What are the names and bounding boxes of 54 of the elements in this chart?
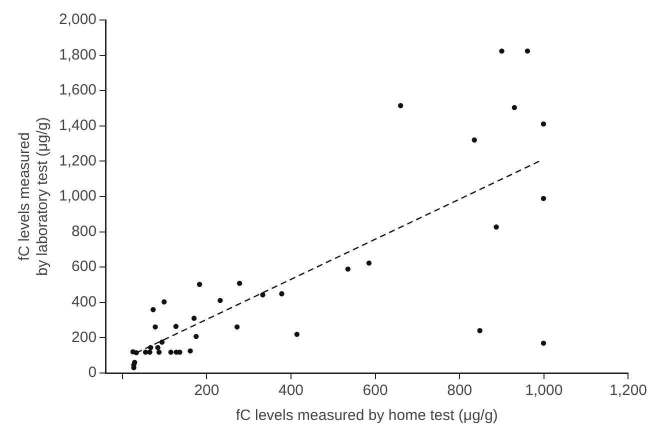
point <box>236 280 242 286</box>
point <box>134 350 139 356</box>
point <box>150 307 156 312</box>
point <box>218 298 223 304</box>
point <box>196 282 202 287</box>
y-tick-label: 200 <box>72 328 97 346</box>
point <box>148 344 154 350</box>
point <box>477 328 482 334</box>
point <box>398 103 404 108</box>
point <box>159 340 165 345</box>
point <box>162 299 167 304</box>
y-tick-label: 800 <box>72 222 97 240</box>
point <box>524 48 530 54</box>
point <box>188 348 193 354</box>
point <box>472 137 477 143</box>
y-axis-title: fC levels measured by laboratory test (μg/g) <box>16 117 52 276</box>
point <box>142 350 148 355</box>
point <box>512 104 518 110</box>
x-tick-label: 800 <box>447 382 472 400</box>
point <box>191 316 197 321</box>
y-tick-label: 0 <box>88 364 97 382</box>
point <box>194 334 199 340</box>
y-tick-label: 1,800 <box>58 46 97 64</box>
point <box>152 324 158 330</box>
point <box>260 292 266 298</box>
x-tick-label: 400 <box>278 382 304 400</box>
point <box>177 350 182 355</box>
x-tick-label: 600 <box>362 382 388 400</box>
point <box>234 324 240 330</box>
point <box>156 350 162 355</box>
point <box>168 350 174 355</box>
point <box>345 266 351 272</box>
point <box>540 340 546 346</box>
point <box>540 121 546 127</box>
point <box>540 196 546 202</box>
x-tick-label: 1,000 <box>525 382 563 400</box>
y-tick-label: 1,000 <box>58 188 97 205</box>
y-tick-label: 2,000 <box>58 11 97 28</box>
y-tick-label: 600 <box>72 258 97 276</box>
point <box>494 224 499 230</box>
y-tick-label: 400 <box>72 294 97 311</box>
point <box>147 350 152 355</box>
point <box>294 332 300 337</box>
point <box>499 48 504 54</box>
x-tick-label: 200 <box>194 382 220 400</box>
point <box>279 291 284 296</box>
y-tick-label: 1,600 <box>58 82 97 99</box>
y-tick-label: 1,400 <box>58 117 97 134</box>
point <box>155 344 160 350</box>
x-axis-title: fC levels measured by home test (μg/g) <box>236 407 498 424</box>
point <box>366 260 372 266</box>
y-tick-label: 1,200 <box>58 152 97 170</box>
point <box>173 324 179 330</box>
x-tick-label: 1,200 <box>609 382 648 400</box>
